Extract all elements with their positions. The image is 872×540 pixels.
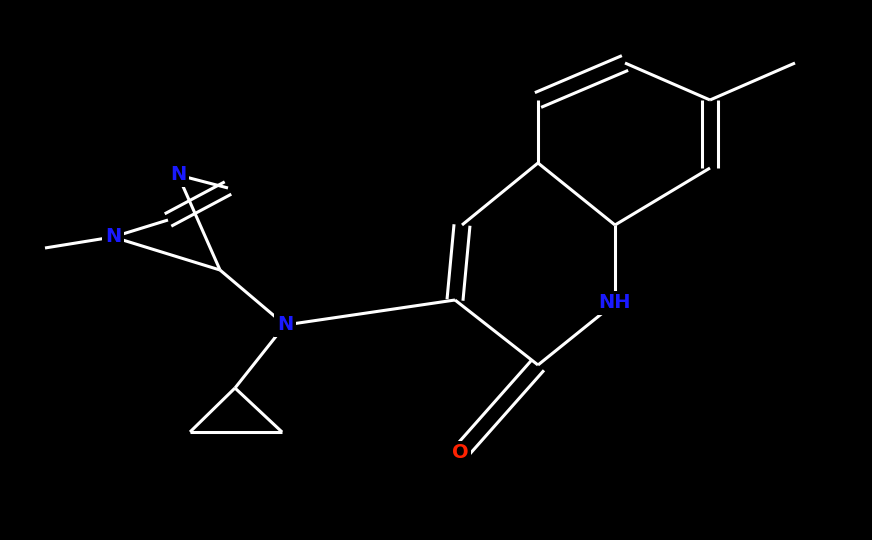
Text: N: N (170, 165, 186, 185)
Text: O: O (452, 443, 468, 462)
Text: N: N (277, 315, 293, 334)
Text: NH: NH (599, 294, 631, 313)
Text: N: N (105, 227, 121, 246)
